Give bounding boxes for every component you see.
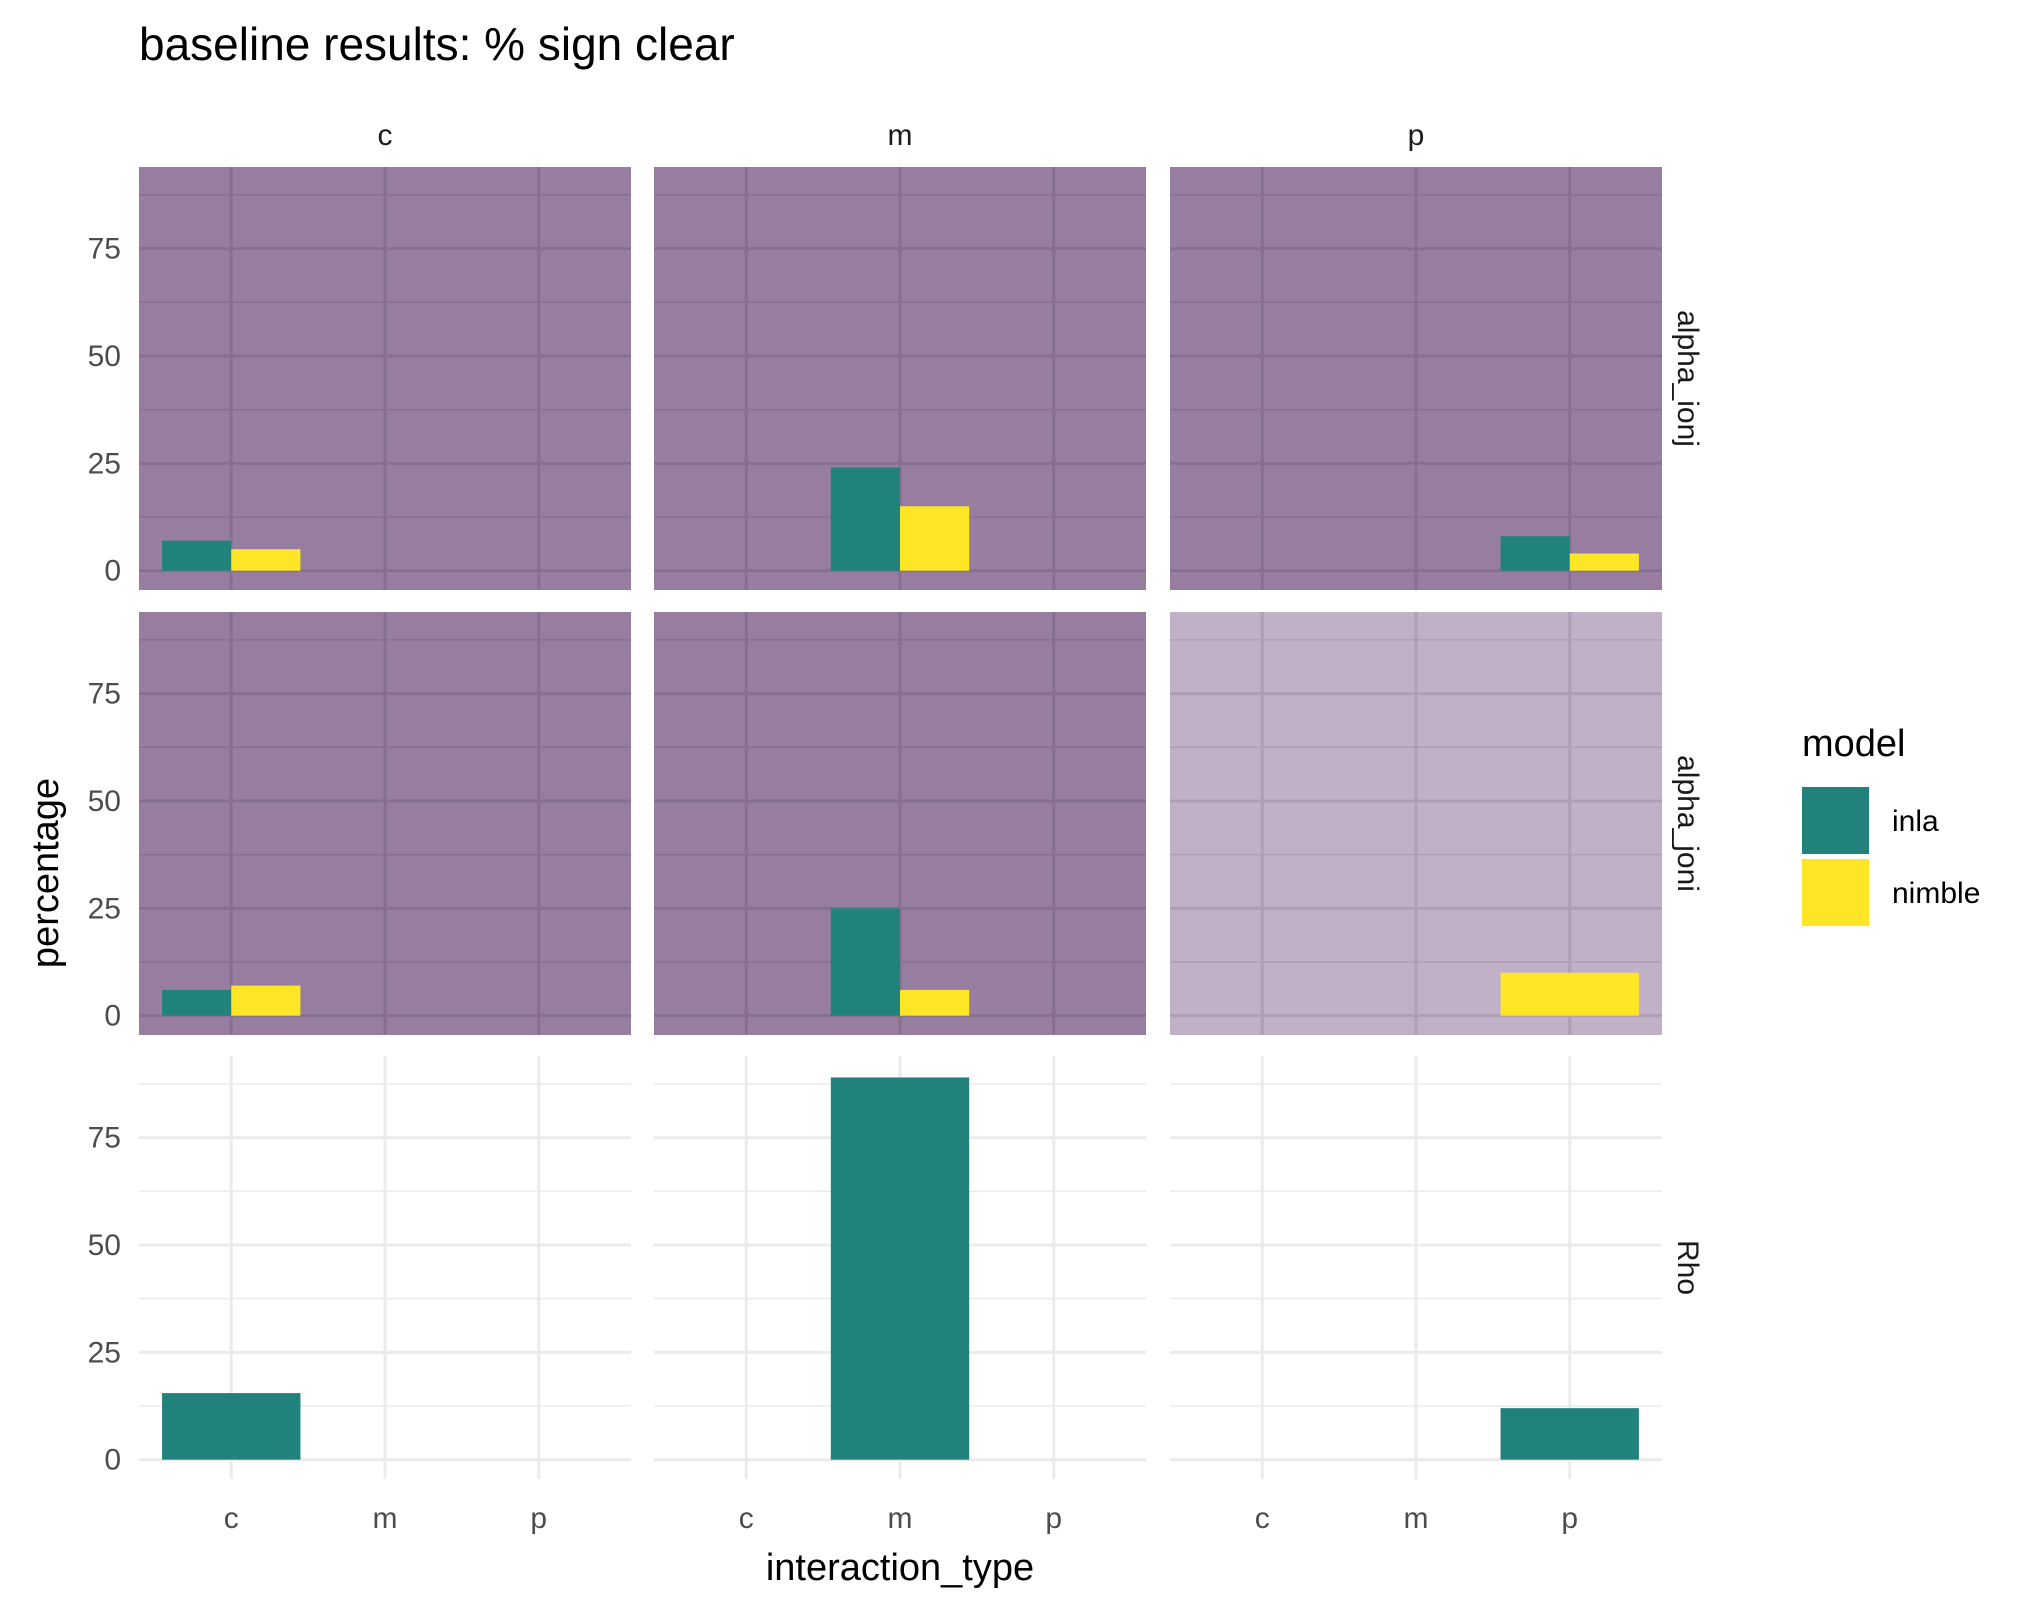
- bar-inla: [830, 1077, 970, 1460]
- row-strip-label: Rho: [1671, 1240, 1704, 1295]
- y-tick-label: 0: [104, 1444, 121, 1477]
- bar-inla: [162, 540, 232, 571]
- bar-inla: [830, 908, 900, 1016]
- x-axis-title: interaction_type: [766, 1547, 1034, 1589]
- bar-inla: [162, 1393, 301, 1460]
- panel-alpha_ionj-p: [1170, 167, 1662, 590]
- y-tick-label: 0: [104, 1000, 121, 1033]
- x-tick-label: p: [1561, 1502, 1578, 1535]
- y-tick-label: 50: [88, 785, 121, 818]
- facet-grid: [139, 167, 1662, 1479]
- row-strip-labels: alpha_ionj alpha_joni Rho: [1671, 310, 1704, 1295]
- y-tick-label: 75: [88, 1122, 121, 1155]
- panel-alpha_ionj-c: [139, 167, 631, 590]
- y-tick-label: 0: [104, 555, 121, 588]
- x-tick-label: m: [888, 1502, 913, 1535]
- y-tick-label: 25: [88, 447, 121, 480]
- y-tick-label: 75: [88, 678, 121, 711]
- panel-Rho-m: [654, 1056, 1146, 1479]
- x-tick-label: m: [373, 1502, 398, 1535]
- y-tick-label: 50: [88, 340, 121, 373]
- x-tick-label: p: [1045, 1502, 1062, 1535]
- panel-alpha_joni-p: [1170, 612, 1662, 1035]
- x-tick-label: m: [1404, 1502, 1429, 1535]
- bar-inla: [830, 467, 900, 571]
- bar-nimble: [900, 989, 970, 1016]
- y-axis-title: percentage: [25, 778, 67, 968]
- bar-nimble: [231, 985, 301, 1016]
- panel-Rho-c: [139, 1056, 631, 1479]
- x-tick-label: c: [739, 1502, 754, 1535]
- panel-alpha_joni-m: [654, 612, 1146, 1035]
- legend-title: model: [1802, 723, 1906, 765]
- bar-nimble: [1569, 553, 1639, 571]
- y-tick-label: 50: [88, 1229, 121, 1262]
- bar-nimble: [231, 549, 301, 571]
- y-tick-label: 75: [88, 233, 121, 266]
- bar-nimble: [900, 506, 970, 571]
- panel-Rho-p: [1170, 1056, 1662, 1479]
- panel-alpha_ionj-m: [654, 167, 1146, 590]
- legend-label: inla: [1892, 805, 1939, 838]
- y-tick-label: 25: [88, 892, 121, 925]
- legend: model inla nimble: [1802, 723, 1980, 926]
- bar-inla: [1500, 1408, 1639, 1460]
- panel-alpha_joni-c: [139, 612, 631, 1035]
- y-axis-tick-labels: 0 25 50 75 0 25 50 75 0 25 50 75: [88, 233, 121, 1477]
- y-tick-label: 25: [88, 1336, 121, 1369]
- column-strip-label: c: [378, 119, 393, 152]
- legend-entries: inla nimble: [1802, 787, 1980, 926]
- column-strip-label: p: [1408, 119, 1425, 152]
- bar-inla: [162, 989, 232, 1016]
- bar-inla: [1500, 536, 1570, 571]
- x-tick-label: p: [530, 1502, 547, 1535]
- row-strip-label: alpha_joni: [1671, 755, 1704, 892]
- row-strip-label: alpha_ionj: [1671, 310, 1704, 447]
- legend-label: nimble: [1892, 877, 1980, 910]
- chart-title: baseline results: % sign clear: [139, 18, 735, 70]
- legend-key-inla: [1802, 787, 1869, 854]
- bar-nimble: [1500, 972, 1639, 1016]
- x-tick-label: c: [1255, 1502, 1270, 1535]
- column-strip-label: m: [888, 119, 913, 152]
- legend-key-nimble: [1802, 859, 1869, 926]
- x-tick-label: c: [224, 1502, 239, 1535]
